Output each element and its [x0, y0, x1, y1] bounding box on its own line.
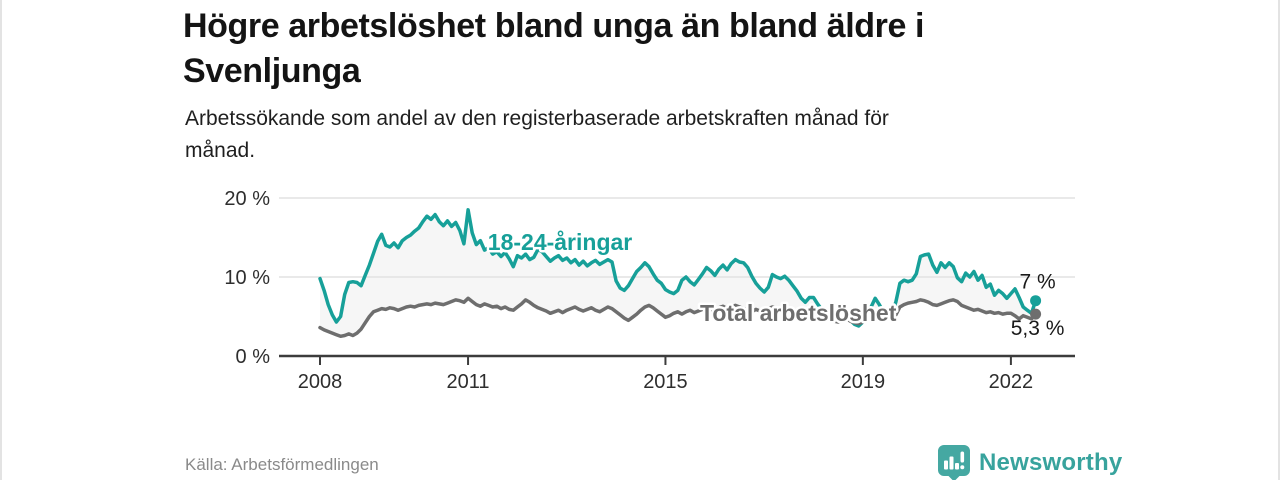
x-tick-label: 2015: [643, 371, 688, 393]
series-label-young: 18-24-åringar: [488, 229, 633, 255]
y-tick-label: 10 %: [224, 267, 270, 289]
bar-chart-glyph: [944, 451, 965, 470]
x-axis: 2008 2011 2015 2019 2022: [279, 354, 1075, 393]
title-line-1: Högre arbetslöshet bland unga än bland ä…: [183, 7, 925, 45]
series-line-young: [318, 208, 1038, 328]
title-line-2: Svenljunga: [183, 51, 361, 90]
y-tick-label: 0 %: [236, 346, 271, 368]
y-axis-labels: 0 % 10 % 20 %: [224, 188, 270, 368]
x-tick-label: 2011: [447, 371, 490, 393]
x-tick-label: 2008: [298, 371, 343, 393]
series-line-total: [318, 296, 1038, 339]
brand-lockup: Newsworthy: [937, 444, 1122, 480]
gridlines: [279, 197, 1075, 278]
end-value-label-total: 5,3 %: [1011, 317, 1065, 340]
chart-subtitle: Arbetssökande som andel av den registerb…: [185, 103, 1085, 166]
end-dot-young: [1030, 295, 1042, 307]
source-note: Källa: Arbetsförmedlingen: [185, 455, 379, 474]
page-title: Högre arbetslöshet bland unga än bland ä…: [183, 4, 1203, 94]
subtitle-line-1: Arbetssökande som andel av den registerb…: [185, 107, 889, 130]
subtitle-line-2: månad.: [185, 138, 256, 162]
x-tick-label: 2022: [989, 371, 1034, 393]
end-dot-total: [1030, 308, 1042, 320]
x-tick-label: 2019: [841, 371, 886, 393]
band-fill-between-series: [320, 209, 1036, 337]
end-value-label-young: 7 %: [1020, 271, 1056, 294]
series-label-total: Total arbetslöshet: [700, 300, 897, 326]
newsworthy-logo-icon: [938, 445, 970, 480]
brand-wordmark: Newsworthy: [979, 449, 1123, 476]
y-tick-label: 20 %: [224, 188, 270, 210]
